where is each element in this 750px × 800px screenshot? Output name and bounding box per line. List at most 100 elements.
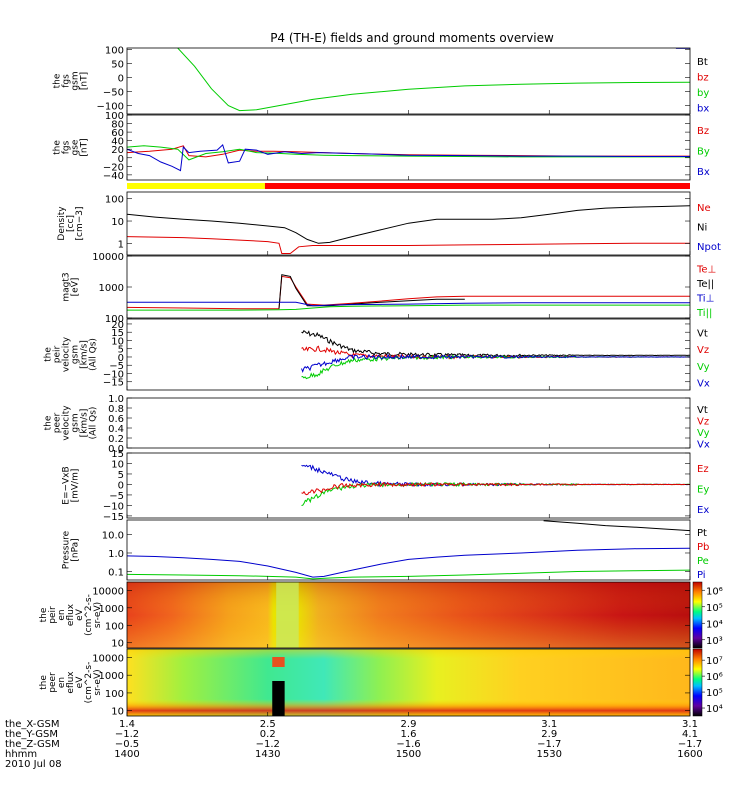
legend-efield-1: Ey [697, 485, 709, 496]
series-fgs_gse-Bx [127, 143, 690, 172]
panel-pressure: Pt Pb Pe Pi 10.0 1.0 0.1 Pressure [nPa] [62, 519, 709, 581]
y-tick-label: 10.0 [102, 530, 124, 541]
ylabel-peer_velocity: the peer velocity gsm [km/s] (All Qs) [44, 405, 99, 441]
y-tick-label: −15 [103, 512, 124, 523]
colorbar-label: 10⁶ [706, 586, 723, 597]
series-efield-Ez [301, 481, 690, 496]
y-tick-label: −5 [109, 361, 124, 372]
series-efield-Ex [301, 464, 690, 488]
ylabel-line: the [44, 415, 54, 430]
ylabel-line: fgs [62, 74, 72, 88]
series-peir_velocity-Vx [301, 353, 690, 374]
ylabel-peir_spec: the peir en eflux eV (cm^2-s-sr-eV) [39, 594, 103, 636]
legend-peir_velocity-2: Vy [697, 362, 710, 373]
y-tick-label: 0 [118, 154, 124, 165]
legend-efield-2: Ex [697, 505, 709, 516]
y-tick-label: 5 [118, 470, 124, 481]
ylabel-line: gse [71, 139, 81, 155]
legend-peir_velocity-0: Vt [697, 328, 708, 339]
x-tick-label: 1.6 [401, 729, 417, 740]
legend-fgs_gsm-0: Bt [697, 57, 708, 68]
ylabel-line: gsm [71, 345, 81, 364]
series-temperature-Te|| [278, 274, 465, 309]
heatmap-shade [127, 582, 690, 648]
ylabel-line: eflux [66, 671, 76, 694]
legend-pressure-0: Pt [697, 528, 707, 539]
colorbar [692, 581, 703, 649]
ylabel-line: [eV] [71, 278, 81, 297]
ylabel-line: (All Qs) [89, 338, 99, 371]
ylabel-density: Density [cc] [cm−3] [57, 206, 85, 241]
series-temperature-Te⊥ [127, 275, 690, 310]
y-tick-label: 0 [118, 480, 124, 491]
y-tick-label: −40 [103, 171, 124, 182]
y-tick-label: 15 [111, 328, 124, 339]
heatmap-fill-gap [272, 681, 285, 716]
x-tick-label: 1.4 [119, 719, 135, 730]
panel-temperature: Te⊥ Te|| Ti⊥ Ti|| 10000 1000 100 magt3 [eV] [62, 252, 717, 325]
legend-fgs_gse-2: Bx [697, 167, 710, 178]
spectrogram-peer_spec [127, 649, 690, 716]
ylabel-line: (All Qs) [89, 407, 99, 440]
ylabel-line: sr-eV) [93, 669, 103, 695]
ylabel-line: [nT] [80, 138, 90, 156]
colorbar-label: 10⁴ [706, 704, 723, 715]
legend-efield-0: Ez [697, 464, 709, 475]
legend-fgs_gsm-3: bx [697, 103, 709, 114]
ylabel-efield: E=−VxB [mV/m] [62, 466, 81, 504]
y-tick-label: 40 [111, 137, 124, 148]
y-tick-label: 1.0 [108, 549, 124, 560]
ylabel-line: eflux [66, 603, 76, 626]
series-peir_velocity-Vt [301, 329, 690, 358]
ylabel-pressure: Pressure [nPa] [62, 530, 81, 569]
y-tick-label: 1.0 [108, 394, 124, 405]
status-bar [127, 183, 690, 189]
legend-fgs_gsm-2: by [697, 88, 709, 99]
x-tick-label: 2.9 [401, 719, 417, 730]
series-pressure-Pi [127, 547, 690, 578]
panel-peer_spec: 10⁷ 10⁶ 10⁵ 10⁴ 10000 1000 100 10 the peer en eflux… [39, 648, 723, 718]
ylabel-peir_velocity: the peir velocity gsm [km/s] (All Qs) [44, 336, 99, 372]
x-tick-label: 0.2 [260, 729, 276, 740]
x-tick-label: −1.7 [678, 739, 702, 750]
colorbar-label: 10⁵ [706, 603, 723, 614]
y-tick-label: 50 [111, 59, 124, 70]
panel-frame [126, 114, 691, 181]
ylabel-line: [km/s] [80, 340, 90, 369]
y-tick-label: 0 [118, 353, 124, 364]
colorbar-label: 10⁴ [706, 619, 723, 630]
series-pressure-Pt [543, 520, 690, 532]
y-tick-label: 100 [105, 621, 124, 632]
ylabel-line: the [53, 140, 63, 155]
x-row-label: the_Z-GSM [5, 739, 60, 750]
legend-fgs_gse-1: By [697, 147, 710, 158]
ylabel-line: [km/s] [80, 409, 90, 438]
panel-peir_spec: 10⁶ 10⁵ 10⁴ 10³ 10000 1000 100 10 the peir en eflux… [39, 581, 723, 650]
legend-temperature-0: Te⊥ [696, 264, 716, 275]
legend-peer_velocity-3: Vx [697, 439, 710, 450]
ylabel-line: [cm−3] [75, 206, 85, 240]
legend-peir_velocity-3: Vx [697, 379, 710, 390]
x-tick-label: −0.5 [115, 739, 139, 750]
y-tick-label: 1 [118, 239, 124, 250]
y-tick-label: 0.8 [108, 404, 124, 415]
ylabel-line: the [53, 73, 63, 88]
ylabel-line: sr-eV) [93, 602, 103, 628]
ylabel-line: [nT] [80, 72, 90, 90]
ylabel-line: Density [57, 206, 67, 241]
y-tick-label: 10 [111, 336, 124, 347]
y-tick-label: −50 [103, 88, 124, 99]
y-tick-label: 1000 [99, 283, 124, 294]
heatmap-shade [127, 649, 690, 716]
ylabel-line: [nPa] [71, 538, 81, 561]
series-temperature-Ti⊥ [127, 301, 690, 307]
ylabel-line: peer [48, 672, 58, 693]
x-row-label: hhmm [5, 749, 37, 760]
y-tick-label: 100 [105, 314, 124, 325]
legend-fgs_gsm-1: bz [697, 72, 709, 83]
y-tick-label: −100 [97, 102, 124, 113]
colorbar-label: 10⁷ [706, 656, 723, 667]
